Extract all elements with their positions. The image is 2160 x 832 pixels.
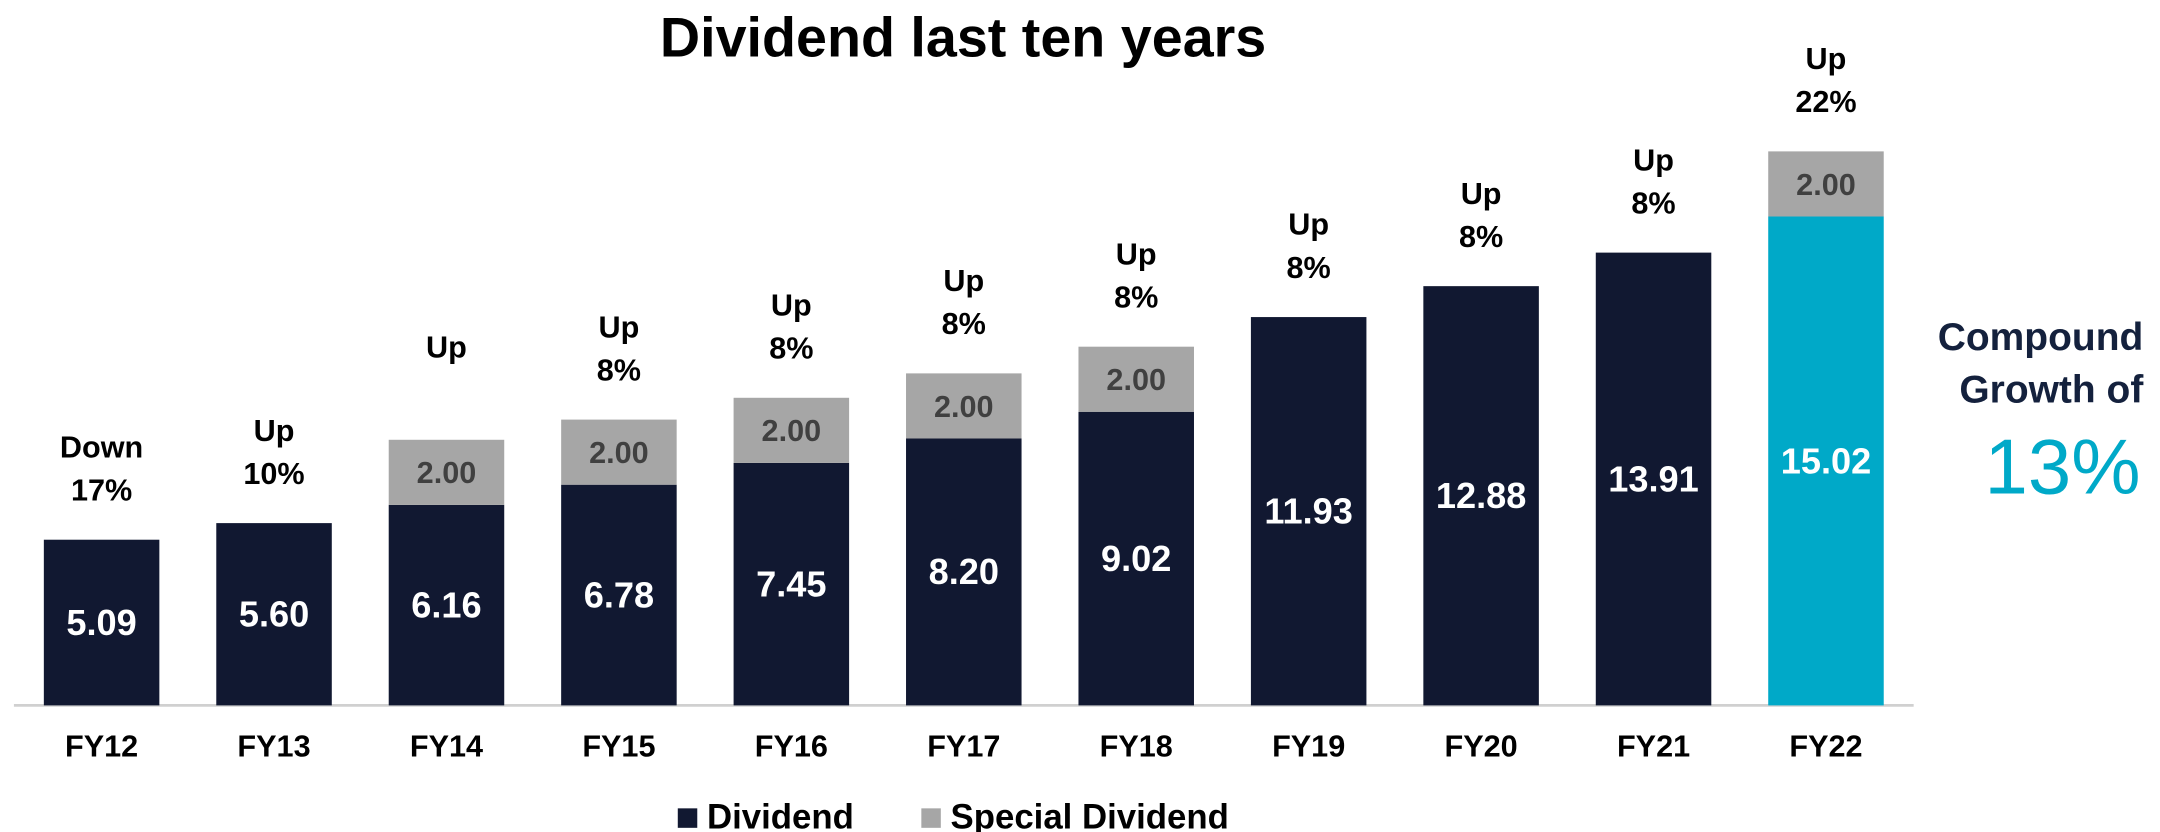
x-tick-label: FY20 (1445, 730, 1518, 764)
side-note: Compound (1938, 316, 2144, 359)
value-label: 2.00 (417, 456, 477, 490)
x-tick-label: FY15 (582, 730, 655, 764)
bar-segment (906, 373, 1022, 439)
legend-swatch (921, 808, 941, 828)
x-tick-label: FY12 (65, 730, 138, 764)
x-tick-label: FY16 (755, 730, 828, 764)
x-tick-label: FY18 (1100, 730, 1173, 764)
value-label: 11.93 (1264, 491, 1352, 532)
value-label: 7.45 (756, 563, 826, 604)
x-tick-label: FY19 (1272, 730, 1345, 764)
value-label: 2.00 (934, 390, 994, 424)
bar-segment (733, 397, 850, 463)
annotation: Up (599, 310, 640, 344)
bar-segment (561, 419, 677, 485)
bar-segment (1768, 151, 1884, 217)
x-tick-label: FY14 (410, 730, 483, 764)
side-value: 13% (1985, 423, 2141, 511)
bar-segment (1423, 286, 1539, 706)
legend-label: Special Dividend (951, 799, 1229, 832)
value-label: 2.00 (1796, 168, 1856, 202)
annotation: 8% (1459, 220, 1503, 254)
bar-segment (1768, 216, 1884, 706)
annotation: 17% (71, 474, 132, 508)
bar-segment (561, 484, 677, 706)
annotation: Up (254, 414, 295, 448)
chart-title: Dividend last ten years (660, 6, 1266, 68)
side-note: Growth of (1959, 369, 2144, 412)
value-label: 12.88 (1436, 475, 1526, 516)
bar-segment (43, 539, 160, 706)
bar-segment (1078, 346, 1194, 412)
x-tick-label: FY22 (1789, 730, 1862, 764)
annotation: 8% (597, 353, 641, 387)
bar-segment (216, 523, 332, 706)
annotation: Up (1116, 237, 1157, 271)
legend-label: Dividend (707, 799, 854, 832)
bar-segment (1078, 411, 1194, 706)
value-label: 6.78 (584, 574, 654, 615)
bar-segment (733, 462, 850, 706)
bar-segment (388, 504, 505, 706)
x-tick-label: FY21 (1617, 730, 1690, 764)
x-tick-label: FY17 (927, 730, 1000, 764)
annotation: 22% (1795, 85, 1856, 119)
bar-segment (388, 439, 505, 505)
bar-segment (1250, 317, 1367, 706)
annotation: 8% (769, 332, 813, 366)
annotation: 8% (1114, 280, 1158, 314)
value-label: 2.00 (762, 414, 822, 448)
annotation: 10% (243, 457, 304, 491)
bar-segment (906, 438, 1022, 706)
value-label: 8.20 (929, 551, 999, 592)
annotation: Up (1633, 143, 1674, 177)
value-label: 6.16 (411, 584, 481, 625)
annotation: 8% (1631, 186, 1675, 220)
x-tick-label: FY13 (237, 730, 310, 764)
annotation: Up (1461, 177, 1502, 211)
annotation: Up (943, 264, 984, 298)
value-label: 9.02 (1101, 538, 1171, 579)
annotation: 8% (942, 307, 986, 341)
annotation: Up (1806, 42, 1847, 76)
annotation: Down (60, 430, 143, 464)
bar-segment (1595, 252, 1712, 706)
annotation: Up (771, 288, 812, 322)
value-label: 2.00 (589, 436, 649, 470)
annotation: 8% (1287, 251, 1331, 285)
value-label: 2.00 (1106, 363, 1166, 397)
value-label: 15.02 (1781, 440, 1871, 481)
annotation: Up (1288, 208, 1329, 242)
legend-swatch (677, 808, 698, 828)
value-label: 5.09 (66, 602, 136, 643)
annotation: Up (426, 330, 467, 364)
value-label: 13.91 (1608, 458, 1698, 499)
value-label: 5.60 (239, 594, 309, 635)
